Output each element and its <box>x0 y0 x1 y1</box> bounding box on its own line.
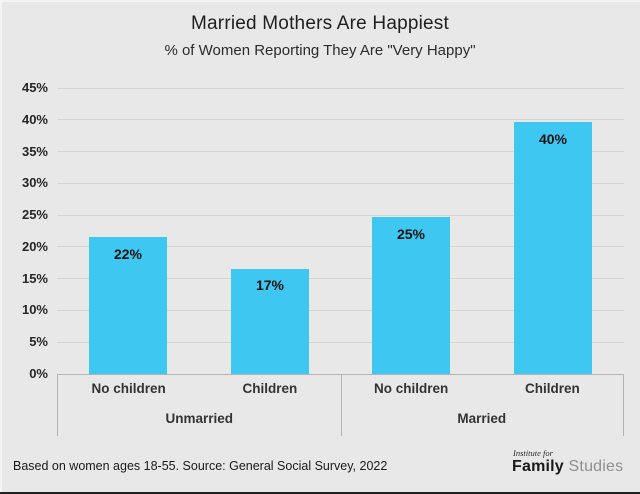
category-label: No children <box>91 381 166 396</box>
group-divider-line <box>341 375 342 436</box>
y-tick-label: 10% <box>21 302 48 318</box>
gridline <box>57 246 624 248</box>
gridline <box>57 278 624 280</box>
category-label: Children <box>524 381 580 396</box>
bar-value-label: 40% <box>538 131 568 148</box>
gridline <box>57 87 624 89</box>
category-axis: No children Children No children Children U… <box>57 374 624 436</box>
group-label: Unmarried <box>165 411 234 426</box>
category-label: No children <box>373 381 449 396</box>
bar <box>372 217 450 374</box>
bar <box>231 268 309 374</box>
y-tick-label: 0% <box>29 366 48 381</box>
logo-wordmark: Family Studies <box>512 458 624 476</box>
y-tick-label: 35% <box>21 143 48 159</box>
plot-area: 22% 17% 25% 40% <box>57 87 624 374</box>
y-tick-label: 20% <box>21 238 48 254</box>
gridline <box>57 309 624 311</box>
y-tick-label: 25% <box>21 207 48 223</box>
bar-value-label: 17% <box>255 277 285 294</box>
y-tick-label: 5% <box>29 334 48 350</box>
bar <box>514 122 592 374</box>
chart-title: Married Mothers Are Happiest <box>191 13 449 34</box>
chart-subtitle: % of Women Reporting They Are "Very Happ… <box>164 42 476 59</box>
logo-tagline: Institute for <box>513 448 553 458</box>
logo-word-family: Family <box>512 458 564 475</box>
family-studies-logo: Institute for Family Studies <box>512 448 624 476</box>
y-tick-label: 15% <box>21 270 48 286</box>
y-tick-label: 40% <box>21 111 48 127</box>
category-label: Children <box>242 381 298 396</box>
bottom-border <box>0 492 640 494</box>
bar-value-label: 25% <box>396 226 426 243</box>
gridline <box>57 151 624 153</box>
logo-word-studies: Studies <box>568 458 624 475</box>
gridline <box>57 341 624 343</box>
gridline <box>57 182 624 184</box>
bar-value-label: 22% <box>113 246 143 263</box>
gridline <box>57 119 624 121</box>
category-label-row: No children Children No children Children <box>58 375 623 406</box>
bar <box>89 237 167 374</box>
y-tick-label: 45% <box>21 80 48 95</box>
y-tick-label: 30% <box>21 175 48 191</box>
group-label-row: Unmarried Married <box>58 406 623 436</box>
group-label: Married <box>457 411 507 426</box>
source-note: Based on women ages 18-55. Source: Gener… <box>13 459 388 473</box>
gridline <box>57 214 624 216</box>
